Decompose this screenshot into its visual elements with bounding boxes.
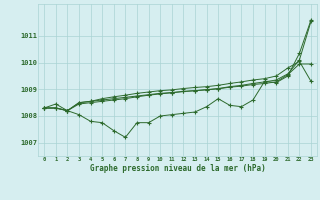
X-axis label: Graphe pression niveau de la mer (hPa): Graphe pression niveau de la mer (hPa): [90, 164, 266, 173]
